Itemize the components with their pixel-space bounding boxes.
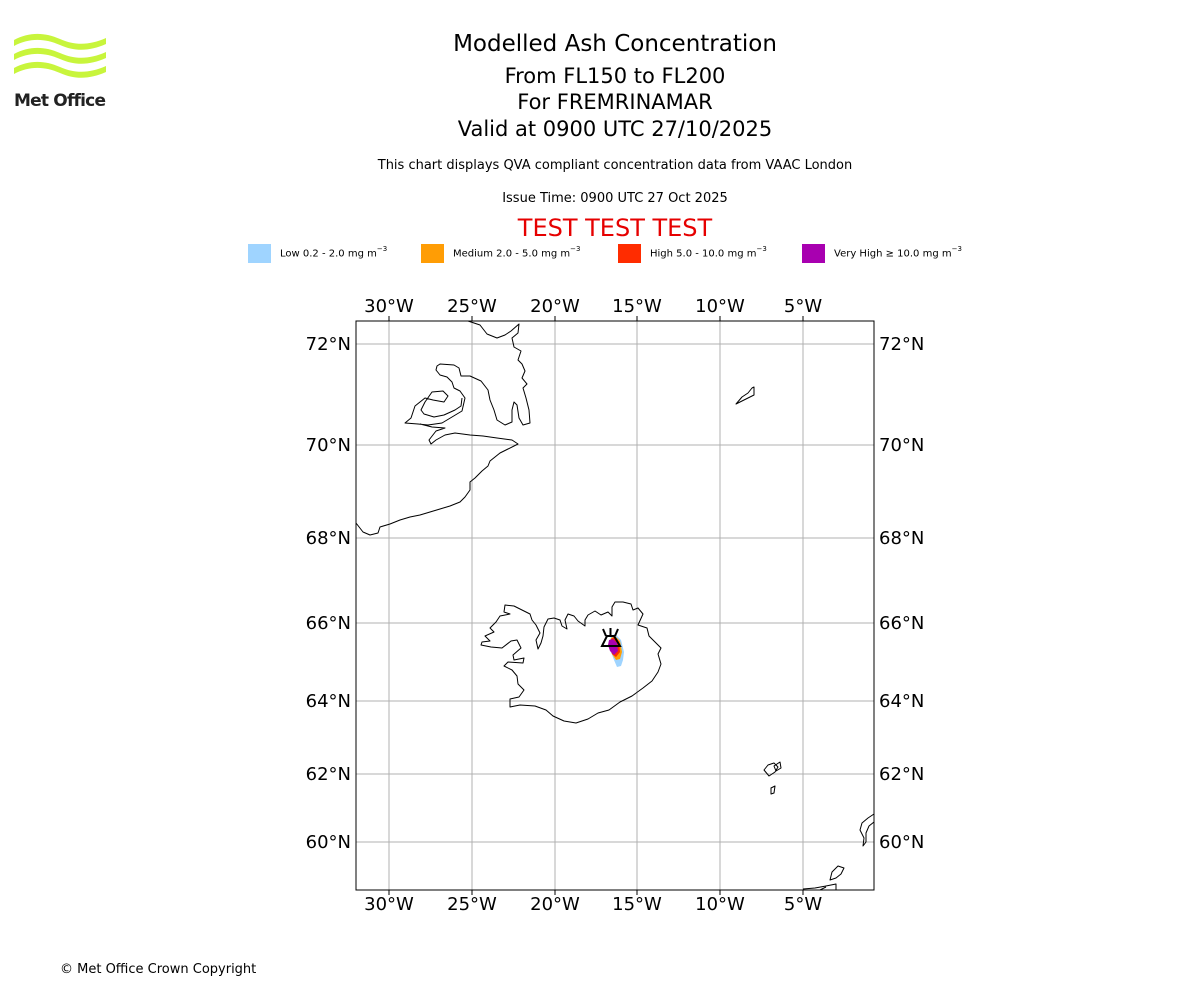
lat-label-right-70n: 70°N — [879, 435, 924, 456]
coastline-shetland — [859, 813, 875, 847]
graticule — [356, 321, 874, 890]
legend-label-very-high: Very High ≥ 10.0 mg m — [834, 248, 952, 260]
lon-labels-bottom: 30°W 25°W 20°W 15°W 10°W 5°W — [364, 894, 822, 915]
coastline-greenland — [355, 320, 531, 536]
legend-swatch-very-high — [802, 244, 825, 263]
lat-label-right-62n: 62°N — [879, 764, 924, 785]
lon-label-top-25w: 25°W — [447, 296, 497, 317]
issue-time: Issue Time: 0900 UTC 27 Oct 2025 — [502, 191, 728, 206]
coastline-orkney — [829, 865, 845, 881]
lon-labels-top: 30°W 25°W 20°W 15°W 10°W 5°W — [364, 296, 822, 317]
lon-label-top-5w: 5°W — [784, 296, 822, 317]
lat-labels-right: 72°N 70°N 68°N 66°N 64°N 62°N 60°N — [879, 334, 924, 853]
lat-label-left-68n: 68°N — [306, 528, 351, 549]
logo-text: Met Office — [14, 91, 106, 111]
legend-label-low: Low 0.2 - 2.0 mg m — [280, 248, 377, 260]
test-banner: TEST TEST TEST — [517, 214, 713, 242]
lat-label-left-62n: 62°N — [306, 764, 351, 785]
lon-label-bottom-15w: 15°W — [612, 894, 662, 915]
lon-label-bottom-10w: 10°W — [695, 894, 745, 915]
volcano-icon — [600, 628, 622, 647]
legend-swatch-medium — [421, 244, 444, 263]
lat-label-left-66n: 66°N — [306, 613, 351, 634]
lon-label-bottom-20w: 20°W — [530, 894, 580, 915]
lat-labels-left: 72°N 70°N 68°N 66°N 64°N 62°N 60°N — [306, 334, 351, 853]
lon-label-bottom-25w: 25°W — [447, 894, 497, 915]
lat-label-left-70n: 70°N — [306, 435, 351, 456]
lat-label-right-60n: 60°N — [879, 832, 924, 853]
lat-label-right-64n: 64°N — [879, 691, 924, 712]
flight-levels: From FL150 to FL200 — [504, 64, 726, 88]
copyright-notice: © Met Office Crown Copyright — [60, 962, 257, 977]
legend-unit-exponent: −3 — [376, 245, 388, 253]
lat-label-left-60n: 60°N — [306, 832, 351, 853]
axis-ticks — [388, 316, 804, 895]
lat-label-right-72n: 72°N — [879, 334, 924, 355]
coastlines — [355, 320, 875, 891]
legend-swatch-low — [248, 244, 271, 263]
chart-description: This chart displays QVA compliant concen… — [377, 158, 853, 173]
lon-label-bottom-5w: 5°W — [784, 894, 822, 915]
coastline-iceland — [480, 601, 662, 724]
lon-label-top-10w: 10°W — [695, 296, 745, 317]
lon-label-top-30w: 30°W — [364, 296, 414, 317]
coastline-jan-mayen — [735, 386, 755, 405]
coastline-faroe — [763, 761, 782, 795]
lat-label-left-72n: 72°N — [306, 334, 351, 355]
lat-label-left-64n: 64°N — [306, 691, 351, 712]
valid-time: Valid at 0900 UTC 27/10/2025 — [457, 117, 773, 141]
volcano-name: For FREMRINAMAR — [517, 90, 713, 114]
met-office-logo: Met Office — [14, 30, 106, 112]
coastline-scotland — [802, 883, 837, 891]
lon-label-top-15w: 15°W — [612, 296, 662, 317]
lat-label-right-68n: 68°N — [879, 528, 924, 549]
ash-cloud — [608, 634, 624, 667]
legend-unit-exponent: −3 — [951, 245, 962, 253]
legend-unit-exponent: −3 — [756, 245, 767, 253]
lon-label-top-20w: 20°W — [530, 296, 580, 317]
legend-swatch-high — [618, 244, 641, 263]
met-office-waves-icon — [14, 33, 106, 78]
legend-unit-exponent: −3 — [570, 245, 581, 253]
chart-title: Modelled Ash Concentration — [453, 31, 777, 57]
lat-label-right-66n: 66°N — [879, 613, 924, 634]
lon-label-bottom-30w: 30°W — [364, 894, 414, 915]
legend-label-medium: Medium 2.0 - 5.0 mg m — [453, 248, 571, 260]
legend-label-high: High 5.0 - 10.0 mg m — [650, 248, 757, 260]
map-frame — [355, 320, 875, 891]
